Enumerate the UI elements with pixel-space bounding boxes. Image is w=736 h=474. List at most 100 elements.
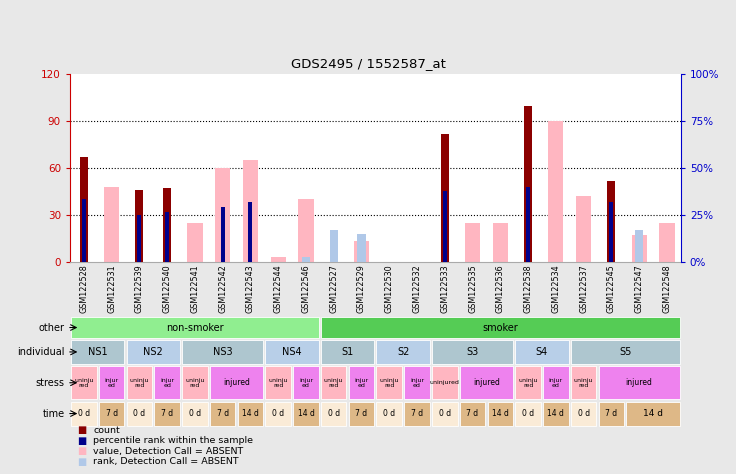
Bar xyxy=(404,366,430,399)
Text: NS3: NS3 xyxy=(213,347,233,357)
Bar xyxy=(598,401,624,426)
Text: 0 d: 0 d xyxy=(578,409,590,418)
Text: uninjured: uninjured xyxy=(430,380,460,385)
Bar xyxy=(635,230,643,262)
Bar xyxy=(182,340,263,364)
Bar xyxy=(80,157,88,262)
Bar xyxy=(165,212,169,262)
Bar xyxy=(377,366,402,399)
Text: injur
ed: injur ed xyxy=(299,378,313,388)
Text: other: other xyxy=(39,322,65,333)
Bar xyxy=(460,401,485,426)
Bar xyxy=(187,223,202,262)
Bar xyxy=(515,340,569,364)
Bar xyxy=(71,340,124,364)
Bar xyxy=(377,401,402,426)
Bar xyxy=(271,257,286,262)
Text: ■: ■ xyxy=(77,425,87,436)
Text: rank, Detection Call = ABSENT: rank, Detection Call = ABSENT xyxy=(93,457,239,466)
Bar xyxy=(515,366,541,399)
Text: count: count xyxy=(93,426,120,435)
Bar xyxy=(487,401,513,426)
Bar xyxy=(71,401,96,426)
Text: 14 d: 14 d xyxy=(492,409,509,418)
Bar xyxy=(460,366,513,399)
Text: 7 d: 7 d xyxy=(216,409,229,418)
Text: 0 d: 0 d xyxy=(272,409,284,418)
Text: percentile rank within the sample: percentile rank within the sample xyxy=(93,437,253,445)
Text: 14 d: 14 d xyxy=(548,409,565,418)
Text: NS4: NS4 xyxy=(282,347,302,357)
Bar xyxy=(127,366,152,399)
Text: 0 d: 0 d xyxy=(439,409,451,418)
Bar xyxy=(71,317,319,338)
Text: injur
ed: injur ed xyxy=(105,378,118,388)
Bar xyxy=(266,340,319,364)
Bar xyxy=(631,235,647,262)
Bar xyxy=(182,366,208,399)
Bar xyxy=(571,366,596,399)
Text: S1: S1 xyxy=(342,347,354,357)
Bar xyxy=(182,401,208,426)
Text: uninju
red: uninju red xyxy=(185,378,205,388)
Text: uninju
red: uninju red xyxy=(518,378,538,388)
Bar xyxy=(248,202,252,262)
Text: injured: injured xyxy=(473,378,500,387)
Bar xyxy=(155,366,180,399)
Text: injur
ed: injur ed xyxy=(549,378,563,388)
Text: 0 d: 0 d xyxy=(78,409,90,418)
Text: non-smoker: non-smoker xyxy=(166,322,224,333)
Bar xyxy=(99,366,124,399)
Text: 0 d: 0 d xyxy=(133,409,146,418)
Bar xyxy=(354,241,369,262)
Bar xyxy=(243,160,258,262)
Bar xyxy=(135,190,144,262)
Bar xyxy=(543,401,569,426)
Text: injur
ed: injur ed xyxy=(160,378,174,388)
Text: 14 d: 14 d xyxy=(297,409,314,418)
Text: ■: ■ xyxy=(77,436,87,446)
Bar xyxy=(524,106,532,262)
Bar xyxy=(548,121,564,262)
Bar xyxy=(127,401,152,426)
Bar xyxy=(432,340,513,364)
Text: ■: ■ xyxy=(77,446,87,456)
Text: 0 d: 0 d xyxy=(328,409,340,418)
Text: 7 d: 7 d xyxy=(605,409,618,418)
Bar xyxy=(626,401,679,426)
Bar xyxy=(210,366,263,399)
Text: injured: injured xyxy=(223,378,250,387)
Text: 7 d: 7 d xyxy=(355,409,367,418)
Bar xyxy=(349,366,374,399)
Text: S5: S5 xyxy=(619,347,631,357)
Bar xyxy=(659,223,675,262)
Bar xyxy=(571,401,596,426)
Text: S2: S2 xyxy=(397,347,409,357)
Bar xyxy=(137,215,141,262)
Bar xyxy=(432,366,458,399)
Bar xyxy=(99,401,124,426)
Text: 7 d: 7 d xyxy=(105,409,118,418)
Bar xyxy=(609,202,614,262)
Text: uninju
red: uninju red xyxy=(74,378,93,388)
Bar xyxy=(515,401,541,426)
Text: 14 d: 14 d xyxy=(242,409,259,418)
Bar xyxy=(210,401,236,426)
Bar xyxy=(432,401,458,426)
Bar xyxy=(71,366,96,399)
Bar xyxy=(441,134,449,262)
Bar xyxy=(293,366,319,399)
Bar xyxy=(492,223,508,262)
Bar xyxy=(82,199,86,262)
Bar xyxy=(321,340,374,364)
Bar xyxy=(221,207,224,262)
Bar xyxy=(127,340,180,364)
Text: stress: stress xyxy=(36,378,65,388)
Bar xyxy=(104,187,119,262)
Bar xyxy=(404,401,430,426)
Text: injured: injured xyxy=(626,378,653,387)
Bar xyxy=(576,196,591,262)
Text: 7 d: 7 d xyxy=(411,409,423,418)
Text: uninju
red: uninju red xyxy=(130,378,149,388)
Text: GDS2495 / 1552587_at: GDS2495 / 1552587_at xyxy=(291,57,445,70)
